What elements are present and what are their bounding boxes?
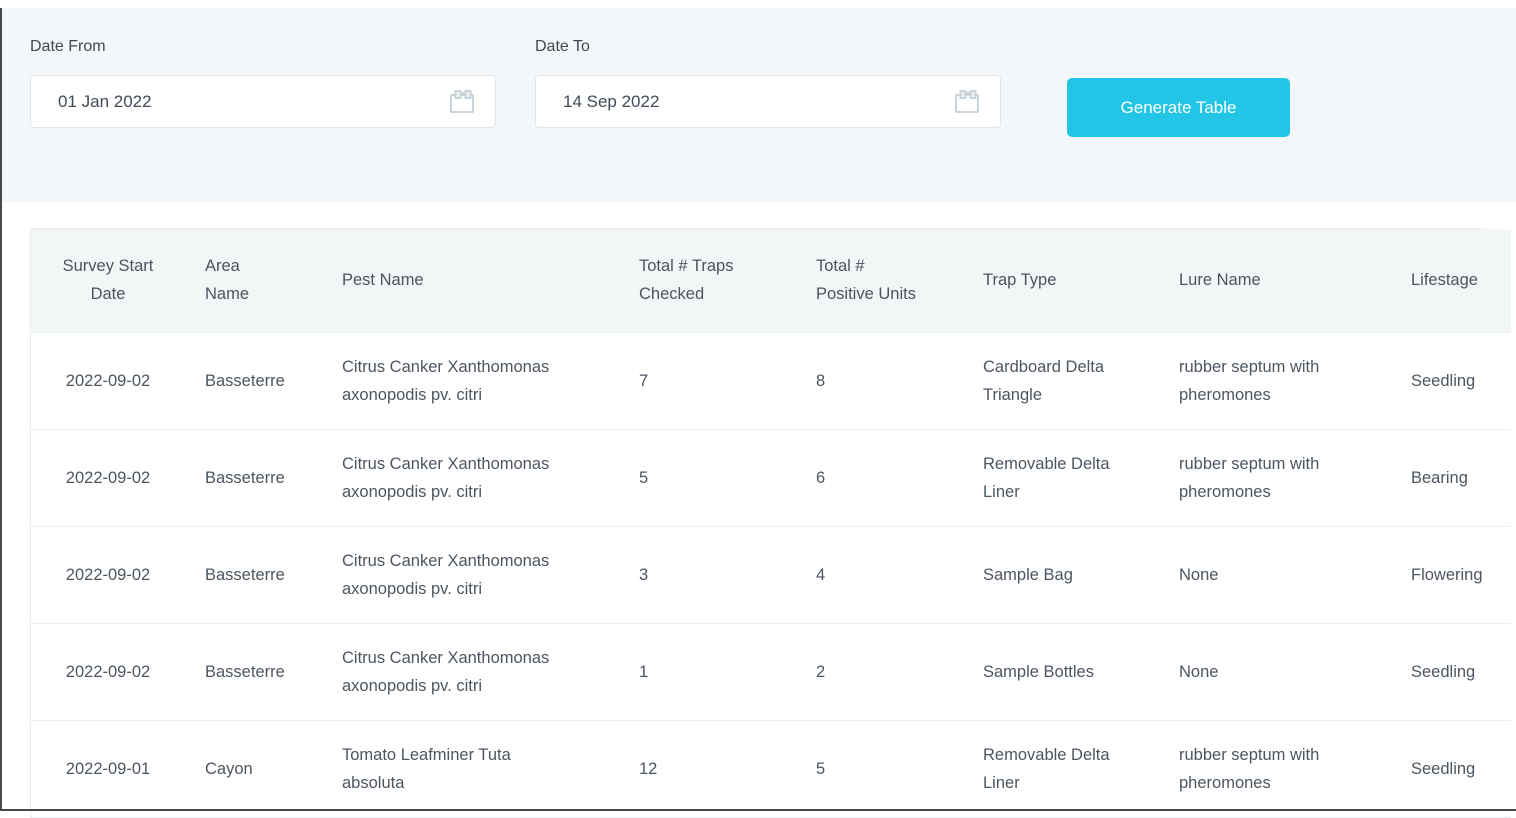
date-to-label: Date To [535, 38, 590, 55]
cell-total-traps-checked: 5 [619, 429, 796, 527]
cell-total-traps-checked: 7 [619, 332, 796, 430]
cell-total-positive-units: 5 [796, 720, 963, 818]
cell-trap-type: Removable Delta Liner [963, 720, 1159, 818]
cell-lifestage: Seedling [1391, 720, 1511, 818]
cell-lifestage: Bearing [1391, 429, 1511, 527]
cell-trap-type: Removable Delta Liner [963, 429, 1159, 527]
cell-lure-name: None [1159, 526, 1391, 624]
cell-total-traps-checked: 1 [619, 623, 796, 721]
cell-total-positive-units: 6 [796, 429, 963, 527]
date-to-input[interactable] [536, 76, 1000, 127]
date-from-input-wrap [30, 75, 496, 128]
calendar-icon[interactable] [953, 88, 981, 116]
cell-area-name: Basseterre [185, 526, 322, 624]
table-header-row: Survey Start Date Area Name Pest Name To… [31, 229, 1511, 333]
cell-pest-name: Citrus Canker Xanthomonas axonopodis pv.… [322, 429, 619, 527]
cell-trap-type: Sample Bottles [963, 623, 1159, 721]
cell-survey-start-date: 2022-09-02 [31, 623, 185, 721]
date-to-input-wrap [535, 75, 1001, 128]
survey-results-table-wrap: Survey Start Date Area Name Pest Name To… [30, 228, 1511, 818]
cell-area-name: Basseterre [185, 623, 322, 721]
date-from-label: Date From [30, 38, 106, 55]
cell-lure-name: None [1159, 623, 1391, 721]
filter-panel: Date From Date To [0, 8, 1516, 202]
column-header-trap-type: Trap Type [963, 229, 1159, 333]
column-header-pest-name: Pest Name [322, 229, 619, 333]
cell-pest-name: Citrus Canker Xanthomonas axonopodis pv.… [322, 623, 619, 721]
cell-pest-name: Tomato Leafminer Tuta absoluta [322, 720, 619, 818]
table-row: 2022-09-02 Basseterre Citrus Canker Xant… [31, 623, 1511, 721]
column-header-total-positive-units: Total # Positive Units [796, 229, 963, 333]
column-header-survey-start-date: Survey Start Date [31, 229, 185, 333]
table-row: 2022-09-02 Basseterre Citrus Canker Xant… [31, 429, 1511, 527]
cell-lifestage: Seedling [1391, 332, 1511, 430]
survey-results-table: Survey Start Date Area Name Pest Name To… [31, 229, 1511, 818]
cell-pest-name: Citrus Canker Xanthomonas axonopodis pv.… [322, 332, 619, 430]
cell-total-traps-checked: 12 [619, 720, 796, 818]
cell-pest-name: Citrus Canker Xanthomonas axonopodis pv.… [322, 526, 619, 624]
cell-total-positive-units: 8 [796, 332, 963, 430]
cell-total-traps-checked: 3 [619, 526, 796, 624]
window-left-edge [0, 8, 2, 811]
column-header-area-name: Area Name [185, 229, 322, 333]
cell-trap-type: Cardboard Delta Triangle [963, 332, 1159, 430]
window-bottom-edge [0, 809, 1516, 811]
cell-survey-start-date: 2022-09-02 [31, 526, 185, 624]
date-from-input[interactable] [31, 76, 495, 127]
cell-survey-start-date: 2022-09-02 [31, 429, 185, 527]
cell-area-name: Cayon [185, 720, 322, 818]
cell-lure-name: rubber septum with pheromones [1159, 429, 1391, 527]
column-header-lure-name: Lure Name [1159, 229, 1391, 333]
column-header-lifestage: Lifestage [1391, 229, 1511, 333]
cell-trap-type: Sample Bag [963, 526, 1159, 624]
table-row: 2022-09-01 Cayon Tomato Leafminer Tuta a… [31, 720, 1511, 818]
cell-lifestage: Seedling [1391, 623, 1511, 721]
date-to-field: Date To [535, 37, 1001, 128]
cell-area-name: Basseterre [185, 429, 322, 527]
cell-lure-name: rubber septum with pheromones [1159, 332, 1391, 430]
cell-total-positive-units: 4 [796, 526, 963, 624]
cell-survey-start-date: 2022-09-01 [31, 720, 185, 818]
cell-survey-start-date: 2022-09-02 [31, 332, 185, 430]
date-from-field: Date From [30, 37, 496, 128]
table-row: 2022-09-02 Basseterre Citrus Canker Xant… [31, 526, 1511, 624]
cell-total-positive-units: 2 [796, 623, 963, 721]
cell-lure-name: rubber septum with pheromones [1159, 720, 1391, 818]
generate-table-button[interactable]: Generate Table [1067, 78, 1290, 137]
calendar-icon[interactable] [448, 88, 476, 116]
column-header-total-traps-checked: Total # Traps Checked [619, 229, 796, 333]
table-row: 2022-09-02 Basseterre Citrus Canker Xant… [31, 332, 1511, 430]
cell-lifestage: Flowering [1391, 526, 1511, 624]
cell-area-name: Basseterre [185, 332, 322, 430]
